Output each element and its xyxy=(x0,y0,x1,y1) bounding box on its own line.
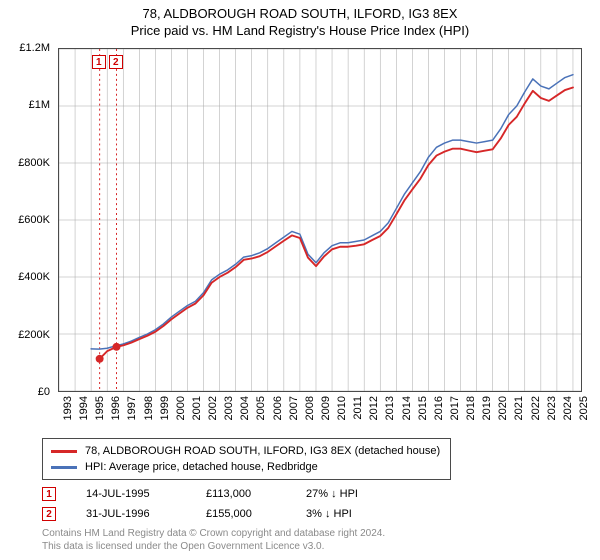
x-tick-label: 2011 xyxy=(352,396,364,420)
x-tick-label: 2023 xyxy=(546,396,558,420)
x-tick-label: 2005 xyxy=(255,396,267,420)
x-tick-label: 1998 xyxy=(143,396,155,420)
sale-price: £113,000 xyxy=(206,488,306,500)
x-tick-label: 2002 xyxy=(207,396,219,420)
x-tick-label: 1994 xyxy=(78,396,90,420)
x-tick-label: 1997 xyxy=(126,396,138,420)
x-tick-label: 2017 xyxy=(449,396,461,420)
x-tick-label: 2000 xyxy=(175,396,187,420)
legend-row: 78, ALDBOROUGH ROAD SOUTH, ILFORD, IG3 8… xyxy=(51,443,440,459)
x-tick-label: 2003 xyxy=(223,396,235,420)
sale-index-box: 1 xyxy=(42,487,56,501)
x-tick-label: 2004 xyxy=(239,396,251,420)
legend-label: HPI: Average price, detached house, Redb… xyxy=(85,461,318,473)
x-tick-label: 2024 xyxy=(562,396,574,420)
x-tick-label: 2007 xyxy=(288,396,300,420)
x-axis: 1993 1994 1995 1996 1997 1998 1999 2000 2001 2002… xyxy=(58,394,582,436)
legend-label: 78, ALDBOROUGH ROAD SOUTH, ILFORD, IG3 8… xyxy=(85,445,440,457)
x-tick-label: 2015 xyxy=(417,396,429,420)
y-tick-label: £200K xyxy=(18,329,50,341)
sale-delta: 27% ↓ HPI xyxy=(306,488,416,500)
x-tick-label: 2020 xyxy=(497,396,509,420)
sales-table: 1 14-JUL-1995 £113,000 27% ↓ HPI 2 31-JU… xyxy=(42,484,416,524)
x-tick-label: 1993 xyxy=(62,396,74,420)
table-row: 1 14-JUL-1995 £113,000 27% ↓ HPI xyxy=(42,484,416,504)
annotation-box: 1 xyxy=(92,55,106,69)
sale-date: 14-JUL-1995 xyxy=(86,488,206,500)
sale-price: £155,000 xyxy=(206,508,306,520)
y-tick-label: £0 xyxy=(38,386,50,398)
x-tick-label: 2019 xyxy=(481,396,493,420)
footnote-line: This data is licensed under the Open Gov… xyxy=(42,541,324,552)
chart-subtitle: Price paid vs. HM Land Registry's House … xyxy=(0,23,600,38)
legend-swatch xyxy=(51,450,77,453)
y-tick-label: £400K xyxy=(18,271,50,283)
x-tick-label: 1999 xyxy=(159,396,171,420)
x-tick-label: 2006 xyxy=(272,396,284,420)
y-tick-label: £1.2M xyxy=(19,42,50,54)
x-tick-label: 2022 xyxy=(530,396,542,420)
legend-swatch xyxy=(51,466,77,469)
x-tick-label: 2021 xyxy=(513,396,525,420)
x-tick-label: 1996 xyxy=(110,396,122,420)
x-tick-label: 2001 xyxy=(191,396,203,420)
table-row: 2 31-JUL-1996 £155,000 3% ↓ HPI xyxy=(42,504,416,524)
sale-index-box: 2 xyxy=(42,507,56,521)
x-tick-label: 2025 xyxy=(578,396,590,420)
legend-row: HPI: Average price, detached house, Redb… xyxy=(51,459,440,475)
y-axis: £0£200K£400K£600K£800K£1M£1.2M xyxy=(0,48,54,392)
x-tick-label: 2009 xyxy=(320,396,332,420)
x-tick-label: 1995 xyxy=(94,396,106,420)
y-tick-label: £800K xyxy=(18,157,50,169)
x-tick-label: 2012 xyxy=(368,396,380,420)
footnote-line: Contains HM Land Registry data © Crown c… xyxy=(42,528,385,539)
sale-date: 31-JUL-1996 xyxy=(86,508,206,520)
x-tick-label: 2013 xyxy=(384,396,396,420)
y-tick-label: £600K xyxy=(18,214,50,226)
x-tick-label: 2014 xyxy=(401,396,413,420)
chart-title: 78, ALDBOROUGH ROAD SOUTH, ILFORD, IG3 8… xyxy=(0,6,600,21)
x-tick-label: 2018 xyxy=(465,396,477,420)
x-tick-label: 2008 xyxy=(304,396,316,420)
sale-delta: 3% ↓ HPI xyxy=(306,508,416,520)
chart-plot-area xyxy=(58,48,582,392)
legend: 78, ALDBOROUGH ROAD SOUTH, ILFORD, IG3 8… xyxy=(42,438,451,480)
x-tick-label: 2010 xyxy=(336,396,348,420)
x-tick-label: 2016 xyxy=(433,396,445,420)
annotation-box: 2 xyxy=(109,55,123,69)
y-tick-label: £1M xyxy=(29,99,50,111)
footnote: Contains HM Land Registry data © Crown c… xyxy=(42,528,590,553)
